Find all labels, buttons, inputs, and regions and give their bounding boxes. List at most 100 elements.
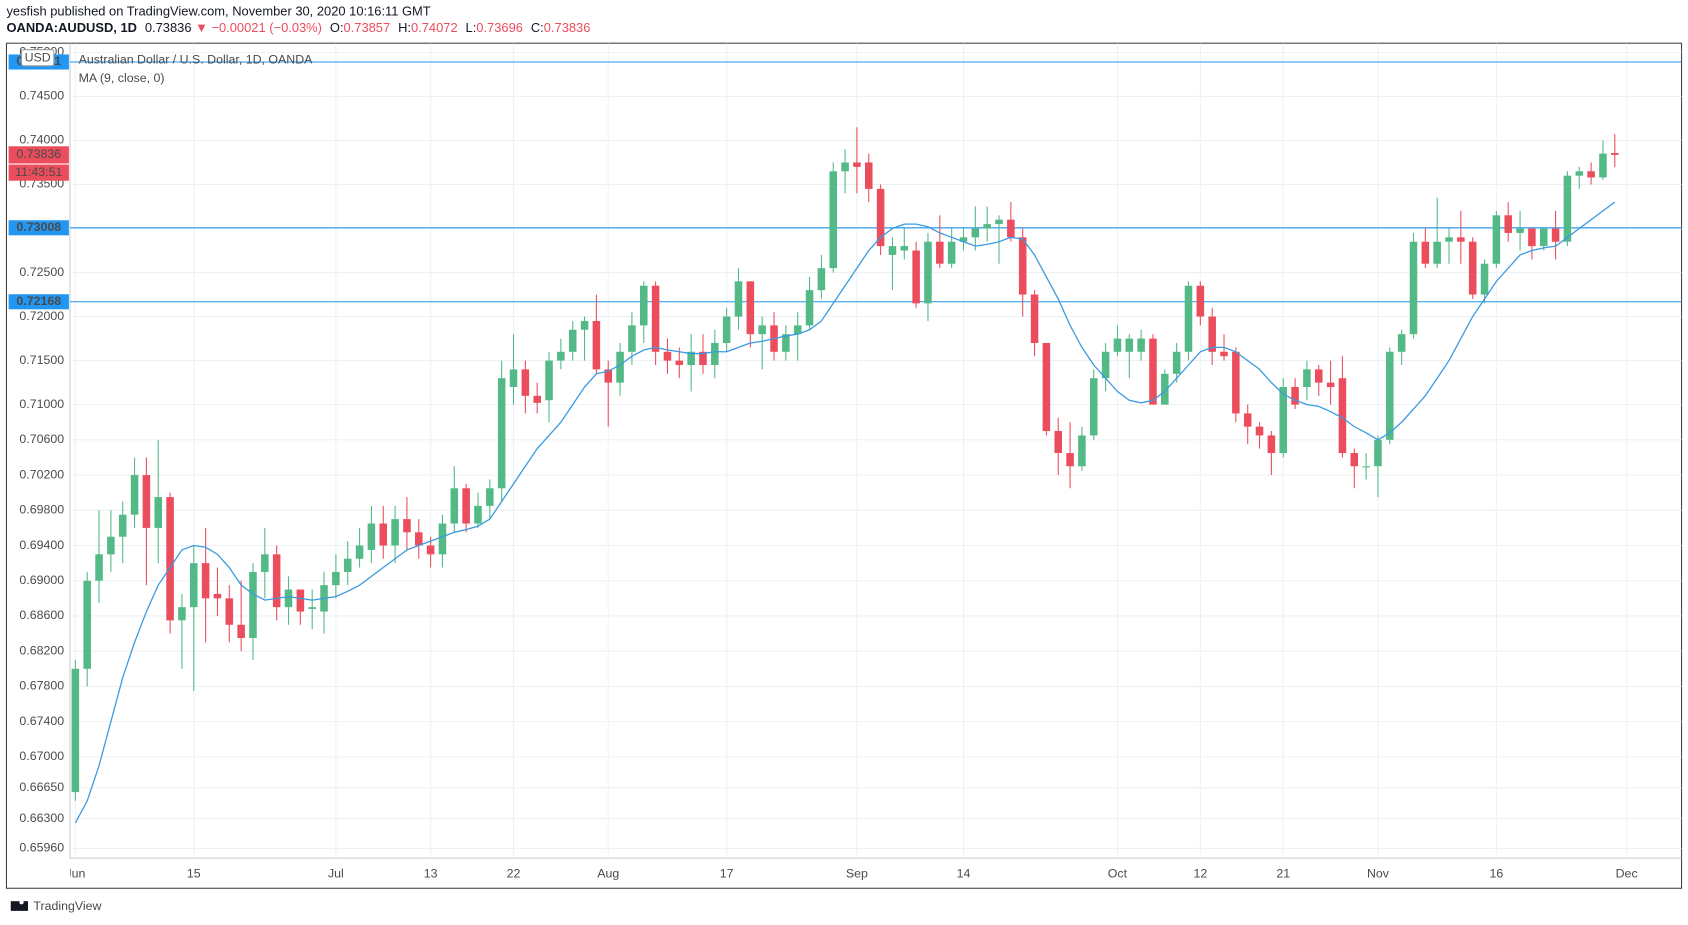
y-tick-label: 0.68200: [19, 643, 64, 657]
x-tick-label: 14: [957, 867, 971, 881]
candle-body: [509, 369, 518, 388]
candle-body: [888, 246, 897, 255]
candle-body: [1267, 435, 1276, 454]
ohlc-value: 0.73857: [344, 21, 391, 36]
candle-body: [1078, 435, 1086, 467]
candle-body: [1255, 426, 1264, 436]
candle-body: [201, 563, 210, 599]
candle-body: [213, 593, 222, 599]
chart-frame: [5, 42, 1683, 889]
brand-logo: [10, 900, 28, 911]
y-tick-label: 0.67800: [19, 679, 64, 693]
x-tick-label: Aug: [597, 867, 619, 881]
candle-body: [1445, 237, 1453, 242]
y-tick-label: 0.68600: [19, 608, 64, 622]
candle-body: [1504, 215, 1512, 233]
ohlc-label: C:: [531, 21, 544, 36]
candle-body: [1042, 342, 1051, 432]
candle-body: [1492, 215, 1501, 264]
ohlc-label: O:: [330, 21, 344, 36]
candle-body: [1303, 369, 1311, 388]
candle-body: [651, 285, 660, 352]
candle-body: [533, 395, 541, 403]
candle-body: [1563, 175, 1572, 242]
candle-body: [308, 607, 316, 609]
ohlc-value: 0.74072: [411, 21, 458, 36]
candle-body: [699, 351, 707, 365]
candle-body: [1326, 382, 1335, 388]
candle-body: [628, 325, 636, 352]
candle-body: [296, 589, 305, 612]
candle-body: [225, 598, 234, 625]
candle-body: [793, 325, 802, 335]
last-price: 0.73836: [145, 21, 192, 36]
candle-body: [782, 334, 790, 352]
candle-body: [604, 369, 613, 383]
x-tick-label: 13: [424, 867, 438, 881]
candle-body: [722, 316, 731, 343]
candle-body: [876, 188, 885, 247]
candle-body: [1018, 237, 1027, 295]
candle-body: [900, 246, 909, 251]
candle-body: [415, 532, 423, 546]
candle-body: [1587, 171, 1595, 178]
candle-body: [971, 228, 980, 238]
candle-body: [367, 523, 376, 550]
candle-body: [663, 351, 672, 361]
candle-body: [841, 162, 849, 172]
x-tick-label: 15: [187, 867, 201, 881]
candle-body: [1397, 334, 1406, 352]
candle-body: [249, 571, 257, 638]
currency-box: [20, 49, 55, 67]
candle-body: [758, 325, 766, 335]
candle-body: [675, 360, 684, 365]
x-tick-label: Sep: [846, 867, 868, 881]
candle-body: [486, 488, 494, 506]
candle-body: [1457, 237, 1465, 242]
logo-dot: [19, 900, 24, 905]
candle-body: [1409, 241, 1418, 335]
candle-body: [178, 607, 186, 621]
y-tick-label: 0.69000: [19, 573, 64, 587]
candle-body: [1468, 241, 1477, 295]
candle-body: [379, 523, 388, 546]
candle-body: [355, 545, 364, 559]
candle-body: [1374, 439, 1382, 467]
candle-body: [107, 536, 115, 555]
price-label: 0.73008: [16, 220, 61, 234]
candle-body: [1291, 387, 1299, 405]
candle-body: [1172, 351, 1181, 374]
x-tick-label: Dec: [1616, 867, 1638, 881]
candle-body: [438, 523, 447, 555]
y-tick-label: 0.65960: [19, 841, 64, 855]
candle-body: [1421, 241, 1430, 264]
candle-body: [272, 554, 281, 608]
symbol-line: OANDA:AUDUSD, 1D 0.73836 ▼ −0.00021 (−0.…: [6, 21, 590, 36]
logo-mark: [10, 901, 28, 911]
candle-body: [1575, 171, 1584, 176]
candle-body: [1066, 453, 1074, 467]
candle-body: [1314, 369, 1323, 383]
candle-body: [450, 488, 459, 524]
x-tick-label: 17: [720, 867, 734, 881]
x-tick-label: Nov: [1367, 867, 1390, 881]
candle-body: [947, 241, 956, 264]
candle-body: [403, 519, 411, 533]
candle-body: [426, 545, 435, 555]
candle-body: [261, 554, 269, 572]
candle-body: [83, 580, 91, 669]
candle-body: [1007, 219, 1015, 238]
y-tick-label: 0.72500: [19, 265, 64, 279]
time-axis: Jun 15 Jul 13 22 Aug 17 Sep 14 Oct 12 21 Nov 16 Dec: [70, 867, 1638, 881]
candle-body: [557, 351, 565, 361]
candle-body: [1054, 431, 1062, 454]
y-tick-label: 0.71500: [19, 353, 64, 367]
ohlc-value: 0.73696: [476, 21, 523, 36]
y-tick-label: 0.67400: [19, 714, 64, 728]
countdown-label: 11:43:51: [15, 165, 62, 179]
y-tick-label: 0.71000: [19, 397, 64, 411]
y-tick-label: 0.70600: [19, 432, 64, 446]
candle-body: [1243, 413, 1252, 427]
